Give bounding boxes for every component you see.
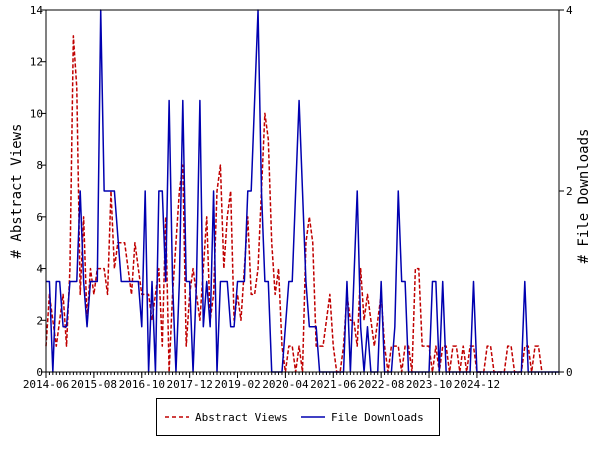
x-tick-label: 2022-08 — [358, 378, 404, 391]
series-line-abstract-views — [45, 35, 543, 373]
y2-tick-label: 0 — [566, 366, 573, 379]
x-tick-label: 2019-02 — [214, 378, 260, 391]
x-tick-label: 2014-06 — [23, 378, 69, 391]
legend-swatch-solid-icon — [301, 416, 325, 418]
x-tick-label: 2023-10 — [406, 378, 452, 391]
x-tick-label: 2017-12 — [166, 378, 212, 391]
y-tick-label: 10 — [30, 107, 43, 120]
x-tick-label: 2015-08 — [71, 378, 117, 391]
x-tick-label: 2016-10 — [119, 378, 165, 391]
y-tick-label: 12 — [30, 56, 43, 69]
x-tick-label: 2020-04 — [262, 378, 309, 391]
y-tick-label: 14 — [30, 4, 44, 17]
legend-swatch-dashed-icon — [165, 416, 189, 418]
legend-label: File Downloads — [331, 410, 424, 424]
legend-label: Abstract Views — [195, 410, 288, 424]
y-tick-label: 8 — [36, 159, 43, 172]
y-axis-title-left: # Abstract Views — [9, 124, 25, 259]
x-tick-label: 2024-12 — [454, 378, 500, 391]
series-line-file-downloads — [46, 9, 559, 373]
legend-item-file-downloads: File Downloads — [301, 410, 424, 424]
x-tick-label: 2021-06 — [310, 378, 356, 391]
y-tick-label: 2 — [36, 314, 43, 327]
y-axis-title-right: # File Downloads — [576, 129, 592, 264]
legend: Abstract Views File Downloads — [156, 398, 440, 436]
y-tick-label: 0 — [36, 366, 43, 379]
legend-item-abstract-views: Abstract Views — [165, 410, 288, 424]
y-tick-label: 6 — [36, 211, 43, 224]
y2-tick-label: 2 — [566, 185, 573, 198]
y-tick-label: 4 — [36, 263, 43, 276]
y2-tick-label: 4 — [566, 4, 573, 17]
